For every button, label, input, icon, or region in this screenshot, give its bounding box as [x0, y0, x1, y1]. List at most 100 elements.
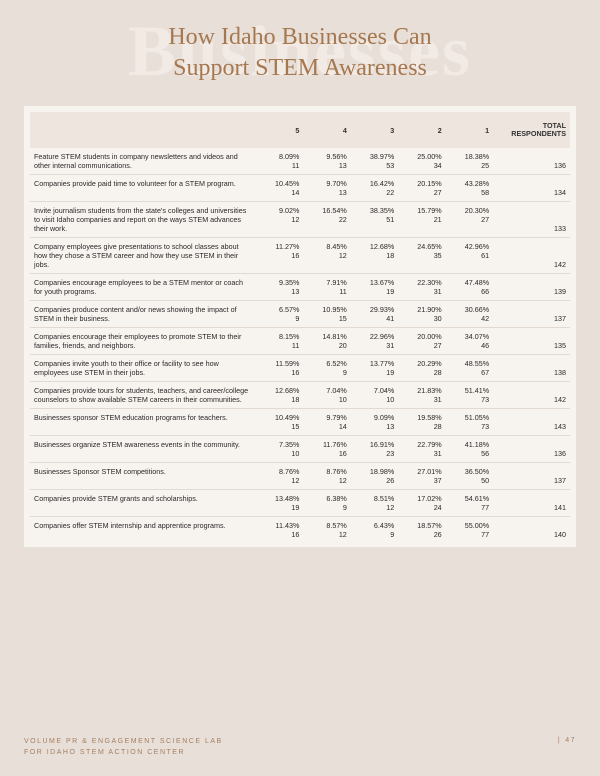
page-title: How Idaho Businesses Can Support STEM Aw… [0, 0, 600, 84]
cell-3: 6.43%9 [351, 517, 398, 544]
cell-4: 8.57%12 [303, 517, 350, 544]
table-row: Companies provide tours for students, te… [30, 382, 570, 409]
cell-2: 17.02%24 [398, 490, 445, 517]
cell-total: 142 [493, 382, 570, 409]
row-label: Feature STEM students in company newslet… [30, 148, 256, 175]
cell-3: 13.77%19 [351, 355, 398, 382]
cell-3: 22.96%31 [351, 328, 398, 355]
cell-2: 25.00%34 [398, 148, 445, 175]
col-label [30, 112, 256, 148]
cell-5: 7.35%10 [256, 436, 303, 463]
title-line-2: Support STEM Awareness [0, 53, 600, 84]
cell-4: 9.70%13 [303, 175, 350, 202]
cell-2: 27.01%37 [398, 463, 445, 490]
cell-2: 22.79%31 [398, 436, 445, 463]
cell-2: 24.65%35 [398, 238, 445, 274]
table-row: Invite journalism students from the stat… [30, 202, 570, 238]
cell-1: 55.00%77 [446, 517, 493, 544]
table-row: Companies encourage their employees to p… [30, 328, 570, 355]
row-label: Companies encourage their employees to p… [30, 328, 256, 355]
cell-1: 54.61%77 [446, 490, 493, 517]
row-label: Companies provide STEM grants and schola… [30, 490, 256, 517]
table-row: Companies invite youth to their office o… [30, 355, 570, 382]
stem-support-table: 5 4 3 2 1 TOTAL RESPONDENTS Feature STEM… [30, 112, 570, 543]
cell-1: 51.05%73 [446, 409, 493, 436]
cell-1: 51.41%73 [446, 382, 493, 409]
cell-total: 136 [493, 148, 570, 175]
cell-1: 43.28%58 [446, 175, 493, 202]
cell-4: 16.54%22 [303, 202, 350, 238]
page-footer: VOLUME PR & ENGAGEMENT SCIENCE LAB FOR I… [24, 737, 576, 758]
cell-1: 34.07%46 [446, 328, 493, 355]
cell-5: 8.15%11 [256, 328, 303, 355]
cell-4: 7.04%10 [303, 382, 350, 409]
cell-4: 6.38%9 [303, 490, 350, 517]
row-label: Companies provide tours for students, te… [30, 382, 256, 409]
col-total: TOTAL RESPONDENTS [493, 112, 570, 148]
col-5: 5 [256, 112, 303, 148]
cell-total: 133 [493, 202, 570, 238]
table-row: Businesses sponsor STEM education progra… [30, 409, 570, 436]
cell-5: 13.48%19 [256, 490, 303, 517]
cell-5: 10.49%15 [256, 409, 303, 436]
row-label: Companies offer STEM internship and appr… [30, 517, 256, 544]
row-label: Companies encourage employees to be a ST… [30, 274, 256, 301]
cell-5: 12.68%18 [256, 382, 303, 409]
table-row: Companies offer STEM internship and appr… [30, 517, 570, 544]
row-label: Businesses organize STEM awareness event… [30, 436, 256, 463]
cell-4: 6.52%9 [303, 355, 350, 382]
cell-2: 22.30%31 [398, 274, 445, 301]
cell-4: 8.45%12 [303, 238, 350, 274]
table-row: Companies provide STEM grants and schola… [30, 490, 570, 517]
cell-2: 21.90%30 [398, 301, 445, 328]
col-3: 3 [351, 112, 398, 148]
table-row: Feature STEM students in company newslet… [30, 148, 570, 175]
cell-5: 9.02%12 [256, 202, 303, 238]
cell-4: 8.76%12 [303, 463, 350, 490]
cell-2: 20.15%27 [398, 175, 445, 202]
table-row: Companies produce content and/or news sh… [30, 301, 570, 328]
cell-5: 9.35%13 [256, 274, 303, 301]
row-label: Invite journalism students from the stat… [30, 202, 256, 238]
cell-2: 21.83%31 [398, 382, 445, 409]
page-number-value: 47 [565, 737, 576, 744]
footer-line-2: FOR IDAHO STEM ACTION CENTER [24, 748, 223, 759]
cell-total: 135 [493, 328, 570, 355]
row-label: Company employees give presentations to … [30, 238, 256, 274]
row-label: Businesses sponsor STEM education progra… [30, 409, 256, 436]
cell-5: 10.45%14 [256, 175, 303, 202]
cell-4: 9.56%13 [303, 148, 350, 175]
cell-5: 11.59%16 [256, 355, 303, 382]
cell-1: 48.55%67 [446, 355, 493, 382]
cell-4: 7.91%11 [303, 274, 350, 301]
page-number: |47 [558, 737, 576, 758]
cell-1: 36.50%50 [446, 463, 493, 490]
table-row: Companies provide paid time to volunteer… [30, 175, 570, 202]
cell-total: 139 [493, 274, 570, 301]
cell-2: 15.79%21 [398, 202, 445, 238]
table-header-row: 5 4 3 2 1 TOTAL RESPONDENTS [30, 112, 570, 148]
cell-3: 16.91%23 [351, 436, 398, 463]
cell-3: 7.04%10 [351, 382, 398, 409]
cell-total: 138 [493, 355, 570, 382]
table-row: Businesses organize STEM awareness event… [30, 436, 570, 463]
cell-total: 134 [493, 175, 570, 202]
cell-1: 18.38%25 [446, 148, 493, 175]
cell-3: 13.67%19 [351, 274, 398, 301]
col-4: 4 [303, 112, 350, 148]
footer-line-1: VOLUME PR & ENGAGEMENT SCIENCE LAB [24, 737, 223, 748]
col-1: 1 [446, 112, 493, 148]
cell-3: 38.35%51 [351, 202, 398, 238]
cell-3: 12.68%18 [351, 238, 398, 274]
cell-total: 143 [493, 409, 570, 436]
cell-total: 140 [493, 517, 570, 544]
cell-5: 6.57%9 [256, 301, 303, 328]
row-label: Businesses Sponsor STEM competitions. [30, 463, 256, 490]
cell-total: 141 [493, 490, 570, 517]
cell-5: 11.27%16 [256, 238, 303, 274]
cell-total: 136 [493, 436, 570, 463]
table-row: Company employees give presentations to … [30, 238, 570, 274]
cell-1: 41.18%56 [446, 436, 493, 463]
cell-3: 38.97%53 [351, 148, 398, 175]
col-2: 2 [398, 112, 445, 148]
